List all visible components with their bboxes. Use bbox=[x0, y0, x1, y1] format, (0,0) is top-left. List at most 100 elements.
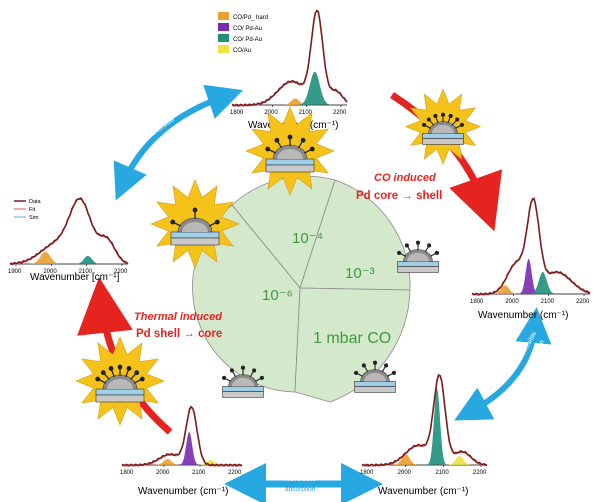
fit-line bbox=[9, 198, 129, 266]
component-peak bbox=[493, 285, 518, 294]
co-molecule bbox=[361, 363, 366, 368]
substrate-base bbox=[170, 237, 220, 246]
component-peak bbox=[447, 456, 472, 465]
co-molecule bbox=[404, 243, 409, 248]
substrate-layer bbox=[265, 158, 315, 166]
particle-shell bbox=[107, 379, 133, 389]
x-tick-label: 2200 bbox=[114, 269, 128, 275]
x-tick-label: 2000 bbox=[264, 110, 278, 116]
co-molecule bbox=[433, 113, 438, 118]
pressure-fan: 10⁻⁴ 10⁻³ 10⁻⁶ 1 mbar CO bbox=[192, 175, 411, 403]
sector-label-1e-6: 10⁻⁶ bbox=[262, 287, 293, 304]
x-tick-label: 2100 bbox=[541, 299, 555, 305]
x-tick-label: 2200 bbox=[576, 299, 590, 305]
substrate-base bbox=[354, 386, 396, 393]
co-molecule bbox=[384, 363, 389, 368]
co-molecule bbox=[229, 368, 234, 373]
particle-shell bbox=[431, 124, 455, 134]
co-molecule bbox=[434, 250, 439, 255]
co-induced-line2: Pd core → shell bbox=[356, 190, 442, 202]
axis-label-left: Wavenumber [cm⁻¹] bbox=[30, 272, 120, 283]
x-tick-label: 2000 bbox=[43, 269, 57, 275]
spectrum-bottom-left: 1800 2000 2100 2200 bbox=[120, 405, 243, 476]
co-molecule bbox=[300, 137, 306, 143]
legend-left: Data Fit Sim bbox=[14, 199, 42, 221]
legend-label-3: CO/Au bbox=[233, 48, 251, 54]
co-molecule bbox=[170, 219, 176, 225]
component-peak bbox=[75, 255, 100, 264]
component-peak bbox=[299, 71, 330, 105]
axis-label-right: Wavenumber (cm⁻¹) bbox=[478, 310, 568, 321]
blue-arrow-right bbox=[454, 307, 552, 421]
nanoparticle bbox=[404, 88, 482, 165]
component-peak bbox=[393, 454, 418, 465]
particle-shell bbox=[231, 377, 255, 387]
legend-left-label-0: Data bbox=[29, 199, 42, 205]
co-molecule bbox=[139, 376, 145, 382]
legend-label-1: CO/ Pd-Au bbox=[233, 26, 262, 32]
x-tick-label: 1800 bbox=[360, 470, 374, 476]
substrate-layer bbox=[397, 261, 439, 267]
co-molecule bbox=[126, 366, 132, 371]
component-peak bbox=[428, 388, 446, 465]
nanoparticle bbox=[150, 179, 240, 269]
co-molecule bbox=[459, 122, 464, 127]
legend-label-0: CO/Pd_ hard bbox=[233, 15, 268, 21]
substrate-layer bbox=[170, 231, 220, 239]
co-molecule bbox=[214, 219, 220, 225]
nanoparticle bbox=[397, 240, 439, 273]
sector-1mbar bbox=[294, 287, 411, 403]
co-molecule bbox=[372, 360, 378, 365]
particle-shell bbox=[182, 222, 208, 232]
nanoparticle-illustrations bbox=[75, 88, 482, 426]
data-line bbox=[121, 405, 243, 467]
data-line bbox=[9, 197, 129, 265]
co-molecule bbox=[108, 366, 114, 371]
legend-swatch-1 bbox=[218, 23, 229, 31]
blue-arrow-top-left bbox=[113, 84, 244, 201]
co-molecule bbox=[117, 364, 123, 370]
substrate-layer bbox=[422, 133, 464, 139]
legend-swatch-0 bbox=[218, 12, 229, 20]
data-line bbox=[361, 373, 488, 467]
nanoparticle bbox=[354, 360, 396, 393]
spectrum-top: 1800 2000 2100 2200 bbox=[230, 9, 348, 116]
co-molecule bbox=[391, 370, 396, 375]
substrate-layer bbox=[222, 386, 264, 392]
x-tick-label: 2000 bbox=[398, 470, 412, 476]
sector-1e-3 bbox=[299, 179, 411, 291]
sector-label-1e-4: 10⁻⁴ bbox=[292, 230, 323, 247]
co-molecule bbox=[427, 243, 432, 248]
legend-swatch-3 bbox=[218, 45, 229, 53]
spectrum-bottom-right: 1800 2000 2100 2200 bbox=[360, 373, 488, 476]
axis-label-bottom-right: Wavenumber (cm⁻¹) bbox=[378, 486, 468, 497]
thermal-line2: Pd shell → core bbox=[136, 328, 222, 340]
co-molecule bbox=[100, 370, 106, 376]
nanoparticle bbox=[222, 365, 264, 398]
x-tick-label: 2100 bbox=[192, 470, 206, 476]
co-induced-line1: CO induced bbox=[374, 172, 436, 184]
nanoparticle bbox=[75, 336, 165, 426]
co-molecule bbox=[252, 368, 257, 373]
substrate-base bbox=[397, 266, 439, 273]
co-molecule bbox=[415, 240, 421, 245]
x-tick-label: 2200 bbox=[333, 110, 347, 116]
thermal-line1: Thermal induced bbox=[134, 311, 222, 323]
spectrum-right: 1800 2000 2100 2200 bbox=[470, 197, 591, 305]
co-molecule bbox=[240, 365, 246, 370]
substrate-base bbox=[95, 394, 145, 403]
sector-label-1e-3: 10⁻³ bbox=[345, 265, 375, 282]
substrate-base bbox=[422, 138, 464, 145]
x-tick-label: 1800 bbox=[120, 470, 134, 476]
data-line bbox=[231, 9, 348, 107]
co-molecule bbox=[259, 375, 264, 380]
arrow-caption-b-2: adsorption bbox=[285, 486, 316, 493]
co-molecule bbox=[354, 370, 359, 375]
legend-top: CO/Pd_ hard CO/ Pd-Au CO/ Pd-Au CO/Au bbox=[218, 12, 268, 54]
substrate-layer bbox=[95, 388, 145, 396]
co-molecule bbox=[134, 370, 140, 376]
x-tick-label: 1900 bbox=[8, 269, 22, 275]
substrate-layer bbox=[354, 381, 396, 387]
data-line bbox=[471, 197, 591, 296]
